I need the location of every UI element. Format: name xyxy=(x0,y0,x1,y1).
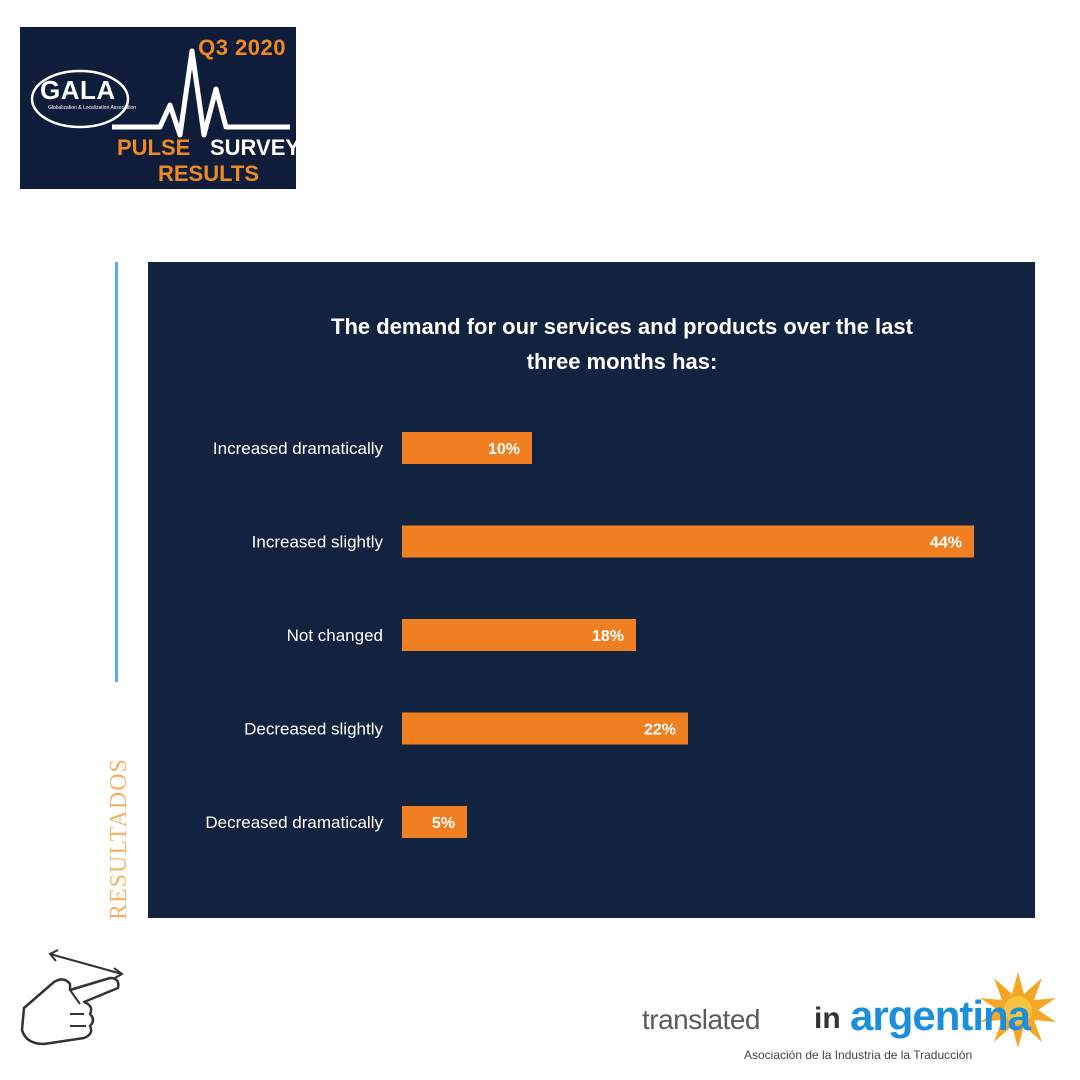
side-label: RESULTADOS xyxy=(106,758,132,920)
pointing-hand-icon xyxy=(20,949,124,1046)
gala-pulse-survey-logo: Q3 2020 GALA Globalization & Localizatio… xyxy=(20,27,296,189)
category-label: Increased dramatically xyxy=(213,439,384,458)
bar xyxy=(402,525,974,558)
bar-value-label: 44% xyxy=(930,535,962,552)
logo-word-argentina: argentina xyxy=(850,992,1031,1039)
survey-quarter: Q3 2020 xyxy=(198,35,286,60)
category-label: Not changed xyxy=(287,626,383,645)
accent-divider xyxy=(115,262,118,682)
category-label: Decreased dramatically xyxy=(205,813,383,832)
category-label: Increased slightly xyxy=(252,533,384,552)
chart-panel: The demand for our services and products… xyxy=(148,262,1035,918)
bar-value-label: 18% xyxy=(592,628,624,645)
chart-title-line-2: three months has: xyxy=(527,349,718,374)
chart-title-line-1: The demand for our services and products… xyxy=(331,314,914,339)
survey-word: SURVEY xyxy=(210,135,296,160)
gala-subtitle: Globalization & Localization Association xyxy=(47,105,137,111)
bar-value-label: 22% xyxy=(644,722,676,739)
bar-chart: The demand for our services and products… xyxy=(205,314,974,838)
logo-subtitle: Asociación de la Industria de la Traducc… xyxy=(744,1048,973,1062)
category-label: Decreased slightly xyxy=(244,720,383,739)
bar xyxy=(402,806,467,838)
pulse-word: PULSE xyxy=(117,135,191,160)
bar-value-label: 5% xyxy=(432,815,455,832)
bar xyxy=(402,619,636,651)
results-word: RESULTS xyxy=(158,161,260,186)
gala-wordmark: GALA xyxy=(40,75,116,105)
logo-word-translated: translated xyxy=(642,1004,760,1035)
bar xyxy=(402,432,532,464)
translated-in-argentina-logo: translated in argentina Asociación de la… xyxy=(640,970,1070,1070)
bars-group: Increased dramatically 10% Increased sligh… xyxy=(205,432,974,838)
bar xyxy=(402,712,688,745)
sun-icon xyxy=(980,972,1056,1048)
bar-value-label: 10% xyxy=(488,441,520,458)
logo-word-in: in xyxy=(814,1002,841,1035)
pulse-line-icon xyxy=(30,48,290,138)
